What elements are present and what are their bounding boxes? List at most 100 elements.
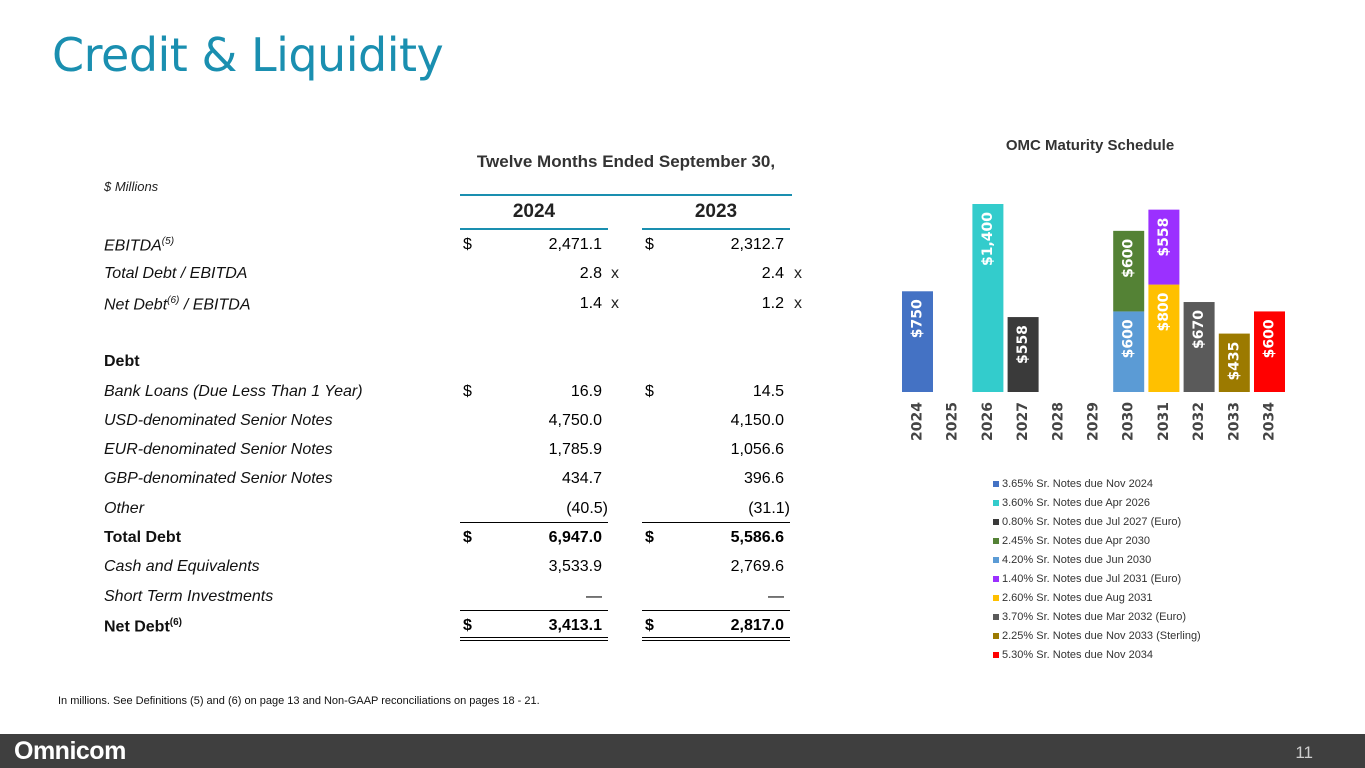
double-rule-2023-a <box>642 637 790 638</box>
x-tick-label: 2029 <box>1086 402 1102 441</box>
row-label: Total Debt / EBITDA <box>104 265 248 283</box>
total-rule-2024 <box>460 610 608 611</box>
value-2023: 1,056.6 <box>730 441 784 459</box>
table-row: EBITDA(5) $2,471.1 $2,312.7 <box>0 230 830 259</box>
units-label: $ Millions <box>104 179 159 194</box>
bar-segment <box>1113 230 1145 312</box>
x-tick-label: 2034 <box>1262 402 1278 441</box>
page-title: Credit & Liquidity <box>52 28 444 82</box>
subtotal-rule-2023 <box>642 522 790 523</box>
legend-swatch <box>993 556 999 563</box>
value-2024: 434.7 <box>561 470 602 488</box>
x-tick-label: 2027 <box>1015 402 1031 441</box>
double-rule-2024-a <box>460 637 608 638</box>
footnote: In millions. See Definitions (5) and (6)… <box>58 695 540 707</box>
multiple-2024: x <box>611 265 619 283</box>
currency-2024: $ <box>463 382 472 400</box>
value-2023: 2,817.0 <box>730 616 784 634</box>
row-label: USD-denominated Senior Notes <box>104 411 333 429</box>
bar-data-label: $600 <box>1121 319 1137 358</box>
legend-swatch <box>993 499 999 506</box>
multiple-2024: x <box>611 294 619 312</box>
legend-swatch <box>993 575 999 582</box>
value-2024: 1,785.9 <box>548 441 602 459</box>
footnote-ref: (5) <box>161 236 175 247</box>
legend-label: 5.30% Sr. Notes due Nov 2034 <box>1002 648 1154 661</box>
legend-label: 4.20% Sr. Notes due Jun 2030 <box>1002 553 1152 566</box>
page-number: 11 <box>1295 743 1313 762</box>
legend-swatch <box>993 651 999 658</box>
value-2024: 2.8 <box>579 265 602 283</box>
currency-2023: $ <box>645 236 654 253</box>
row-label: Cash and Equivalents <box>104 558 260 576</box>
table-row: Other (40.5) (31.1) <box>0 494 830 523</box>
table-row: EUR-denominated Senior Notes 1,785.9 1,056… <box>0 435 830 464</box>
currency-2024: $ <box>463 529 472 546</box>
row-label: Net Debt(6) <box>104 616 183 636</box>
legend-label: 2.60% Sr. Notes due Aug 2031 <box>1002 591 1153 604</box>
subtotal-rule-2024 <box>460 522 608 523</box>
table-row: Cash and Equivalents 3,533.9 2,769.6 <box>0 552 830 581</box>
table-row: Net Debt(6) / EBITDA 1.4 x 1.2 x <box>0 289 830 318</box>
currency-2024: $ <box>463 236 472 253</box>
x-tick-label: 2032 <box>1191 402 1207 441</box>
table-row: Bank Loans (Due Less Than 1 Year) $16.9 $1… <box>0 377 830 406</box>
chart-legend: 3.65% Sr. Notes due Nov 2024 3.60% Sr. No… <box>993 474 1201 664</box>
x-tick-label: 2028 <box>1050 402 1066 441</box>
chart-title: OMC Maturity Schedule <box>1005 137 1175 154</box>
year-2023-header: 2023 <box>694 201 738 222</box>
table-row: USD-denominated Senior Notes 4,750.0 4,150… <box>0 406 830 435</box>
legend-label: 3.60% Sr. Notes due Apr 2026 <box>1002 496 1150 509</box>
row-label: Short Term Investments <box>104 587 274 605</box>
bar-data-label: $558 <box>1156 218 1172 257</box>
bar-segment <box>1113 311 1145 392</box>
legend-label: 0.80% Sr. Notes due Jul 2027 (Euro) <box>1002 515 1182 528</box>
value-2023: 4,150.0 <box>730 411 784 429</box>
value-2023: 5,586.6 <box>730 529 784 546</box>
bar-data-label: $600 <box>1121 239 1137 278</box>
value-2024: 4,750.0 <box>548 411 602 429</box>
legend-item: 2.45% Sr. Notes due Apr 2030 <box>993 531 1201 550</box>
table-row: Short Term Investments — — <box>0 582 830 611</box>
period-header: Twelve Months Ended September 30, <box>476 152 776 171</box>
legend-label: 3.65% Sr. Notes due Nov 2024 <box>1002 477 1154 490</box>
value-2024: 16.9 <box>570 382 602 400</box>
footnote-ref: (6) <box>169 616 183 628</box>
header-rule <box>460 194 792 196</box>
value-2023: 396.6 <box>743 470 784 488</box>
footnote-ref: (6) <box>167 294 180 306</box>
legend-item: 3.70% Sr. Notes due Mar 2032 (Euro) <box>993 607 1201 626</box>
value-2024: (40.5) <box>566 499 608 517</box>
row-label: Net Debt(6) / EBITDA <box>104 294 251 313</box>
legend-swatch <box>993 518 999 525</box>
multiple-2023: x <box>794 265 802 283</box>
currency-2024: $ <box>463 616 472 634</box>
table-row: GBP-denominated Senior Notes 434.7 396.6 <box>0 464 830 493</box>
bar-segment <box>1148 209 1180 285</box>
value-2024: 2,471.1 <box>548 236 602 253</box>
legend-item: 2.60% Sr. Notes due Aug 2031 <box>993 588 1201 607</box>
bar-data-label: $600 <box>1262 319 1278 358</box>
x-tick-label: 2031 <box>1156 402 1172 441</box>
value-2023: 2.4 <box>761 265 784 283</box>
legend-item: 2.25% Sr. Notes due Nov 2033 (Sterling) <box>993 626 1201 645</box>
value-2023: 2,769.6 <box>730 558 784 576</box>
multiple-2023: x <box>794 294 802 312</box>
legend-label: 1.40% Sr. Notes due Jul 2031 (Euro) <box>1002 572 1182 585</box>
value-2024: 3,533.9 <box>548 558 602 576</box>
x-tick-label: 2030 <box>1121 402 1137 441</box>
year-2024-header: 2024 <box>512 201 556 222</box>
bar-data-label: $558 <box>1015 325 1031 364</box>
double-rule-2023-b <box>642 640 790 641</box>
bar-data-label: $750 <box>910 299 926 338</box>
legend-label: 3.70% Sr. Notes due Mar 2032 (Euro) <box>1002 610 1187 623</box>
row-label: EBITDA(5) <box>104 236 175 255</box>
bar-segment <box>972 204 1004 392</box>
year-2023-rule <box>642 228 790 230</box>
value-2024: 1.4 <box>579 294 602 312</box>
x-tick-label: 2026 <box>980 402 996 441</box>
bar-segment <box>1007 317 1039 392</box>
legend-item: 0.80% Sr. Notes due Jul 2027 (Euro) <box>993 512 1201 531</box>
legend-swatch <box>993 480 999 487</box>
bar-segment <box>1148 284 1180 392</box>
